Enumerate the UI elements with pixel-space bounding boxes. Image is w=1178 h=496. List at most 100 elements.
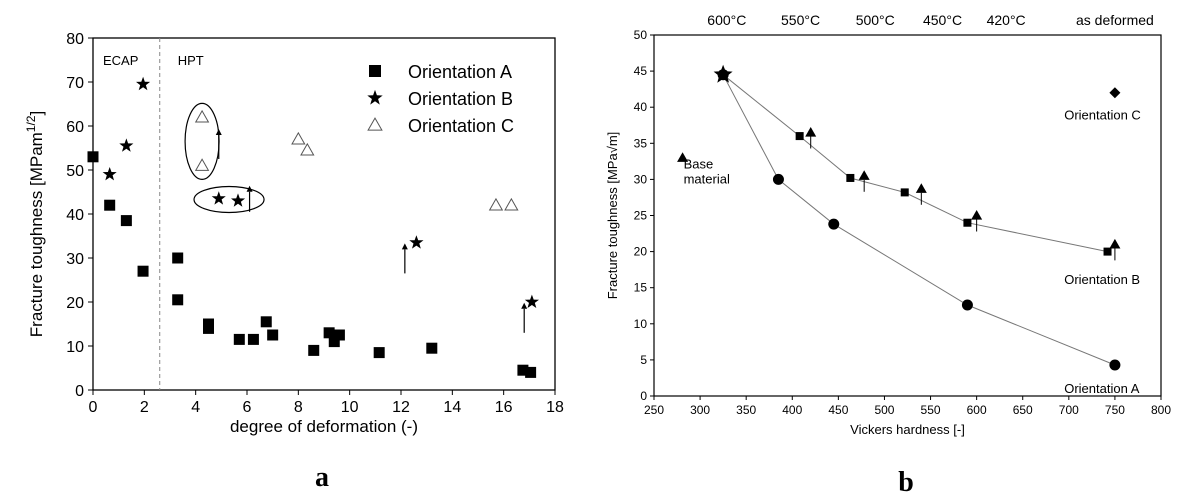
x-tick-label: 600 bbox=[967, 403, 987, 417]
data-point bbox=[488, 197, 504, 211]
y-tick-label: 0 bbox=[640, 389, 647, 403]
y-tick-label: 50 bbox=[634, 28, 648, 42]
x-tick-label: 300 bbox=[690, 403, 710, 417]
data-point bbox=[517, 364, 529, 376]
data-point bbox=[504, 197, 519, 211]
data-point bbox=[231, 193, 246, 207]
x-tick-label: 400 bbox=[782, 403, 802, 417]
region-label-ecap: ECAP bbox=[103, 53, 138, 68]
y-axis-label: Fracture toughness [MPam1/2] bbox=[24, 111, 46, 337]
x-tick-label: 250 bbox=[644, 403, 664, 417]
y-tick-label: 80 bbox=[66, 31, 84, 48]
data-point bbox=[805, 126, 817, 137]
top-axis-label: 420°C bbox=[987, 12, 1026, 28]
top-axis-label: 550°C bbox=[781, 12, 820, 28]
x-axis-label: Vickers hardness [-] bbox=[850, 422, 965, 437]
x-tick-label: 14 bbox=[443, 399, 461, 416]
panel-label-b: b bbox=[898, 467, 914, 496]
data-point bbox=[267, 329, 279, 341]
y-tick-label: 5 bbox=[640, 353, 647, 367]
y-tick-label: 50 bbox=[66, 163, 84, 180]
data-point bbox=[308, 344, 320, 356]
x-tick-label: 16 bbox=[495, 399, 513, 416]
data-point bbox=[137, 265, 149, 277]
x-tick-label: 450 bbox=[828, 403, 848, 417]
y-tick-label: 40 bbox=[66, 207, 84, 224]
y-tick-label: 35 bbox=[634, 136, 648, 150]
x-tick-label: 4 bbox=[191, 399, 200, 416]
legend-marker bbox=[367, 117, 383, 131]
data-point bbox=[1109, 238, 1121, 249]
y-tick-label: 70 bbox=[66, 75, 84, 92]
x-tick-label: 2 bbox=[140, 399, 149, 416]
data-point bbox=[828, 218, 840, 230]
data-point bbox=[87, 151, 99, 163]
y-axis-label-end: ] bbox=[27, 111, 46, 116]
y-tick-label: 40 bbox=[634, 100, 648, 114]
legend-marker bbox=[367, 89, 383, 105]
data-point bbox=[172, 294, 184, 306]
y-axis-label: Fracture toughness [MPa√m] bbox=[605, 132, 620, 300]
x-tick-label: 800 bbox=[1151, 403, 1171, 417]
data-point bbox=[677, 152, 689, 162]
data-point bbox=[194, 158, 210, 171]
data-point bbox=[333, 329, 345, 341]
series-line bbox=[722, 74, 1108, 253]
data-point bbox=[1109, 87, 1121, 99]
group-ellipse bbox=[193, 185, 265, 214]
x-tick-label: 18 bbox=[546, 399, 564, 416]
data-point bbox=[102, 167, 117, 181]
data-point bbox=[233, 333, 245, 345]
data-point bbox=[136, 76, 151, 91]
x-tick-label: 750 bbox=[1105, 403, 1125, 417]
data-point bbox=[300, 142, 315, 156]
data-point bbox=[323, 327, 335, 339]
y-tick-label: 45 bbox=[634, 64, 648, 78]
y-tick-label: 0 bbox=[75, 383, 84, 400]
y-tick-label: 15 bbox=[634, 281, 648, 295]
data-point bbox=[203, 322, 214, 334]
data-point bbox=[1109, 359, 1121, 371]
legend-marker bbox=[369, 65, 381, 77]
data-point bbox=[172, 252, 184, 264]
y-tick-label: 25 bbox=[634, 209, 648, 223]
annotation: Orientation B bbox=[1064, 272, 1140, 287]
start-point-star bbox=[713, 64, 733, 83]
top-axis-label: 450°C bbox=[923, 12, 962, 28]
y-tick-label: 20 bbox=[66, 295, 84, 312]
y-tick-label: 30 bbox=[634, 172, 648, 186]
data-point bbox=[524, 294, 539, 308]
data-point bbox=[915, 183, 927, 193]
data-point bbox=[426, 342, 438, 354]
data-point bbox=[795, 132, 804, 141]
annotation: Orientation A bbox=[1064, 381, 1139, 396]
y-axis-label-main: Fracture toughness [MPam bbox=[27, 132, 46, 337]
annotation: Orientation C bbox=[1064, 107, 1141, 122]
x-tick-label: 550 bbox=[921, 403, 941, 417]
region-label-hpt: HPT bbox=[178, 53, 204, 68]
annotation-line: material bbox=[684, 172, 730, 187]
data-point bbox=[328, 336, 340, 348]
data-point bbox=[900, 188, 909, 197]
annotation-base-material: Base material bbox=[684, 157, 730, 187]
y-tick-label: 60 bbox=[66, 119, 84, 136]
x-tick-label: 0 bbox=[89, 399, 98, 416]
data-point bbox=[247, 333, 259, 345]
lower-bound-arrow-head bbox=[521, 302, 528, 309]
y-axis-label-sup: 1/2 bbox=[24, 115, 38, 132]
series-line bbox=[722, 74, 1116, 366]
chart-a: 0 2 4 6 8 10 12 14 16 18 0 10 20 30 40 50 60 70 80 degree o… bbox=[24, 31, 564, 493]
top-axis-label: as deformed bbox=[1076, 12, 1154, 28]
data-point bbox=[971, 210, 983, 220]
data-point bbox=[373, 347, 385, 359]
legend-label: Orientation A bbox=[408, 62, 512, 82]
data-point bbox=[104, 199, 116, 211]
x-tick-label: 6 bbox=[243, 399, 252, 416]
top-axis-label: 500°C bbox=[856, 12, 895, 28]
x-tick-label: 700 bbox=[1059, 403, 1079, 417]
data-point bbox=[963, 218, 972, 227]
data-point bbox=[194, 109, 210, 123]
panel-label-a: a bbox=[315, 462, 329, 493]
legend-label: Orientation C bbox=[408, 116, 514, 136]
